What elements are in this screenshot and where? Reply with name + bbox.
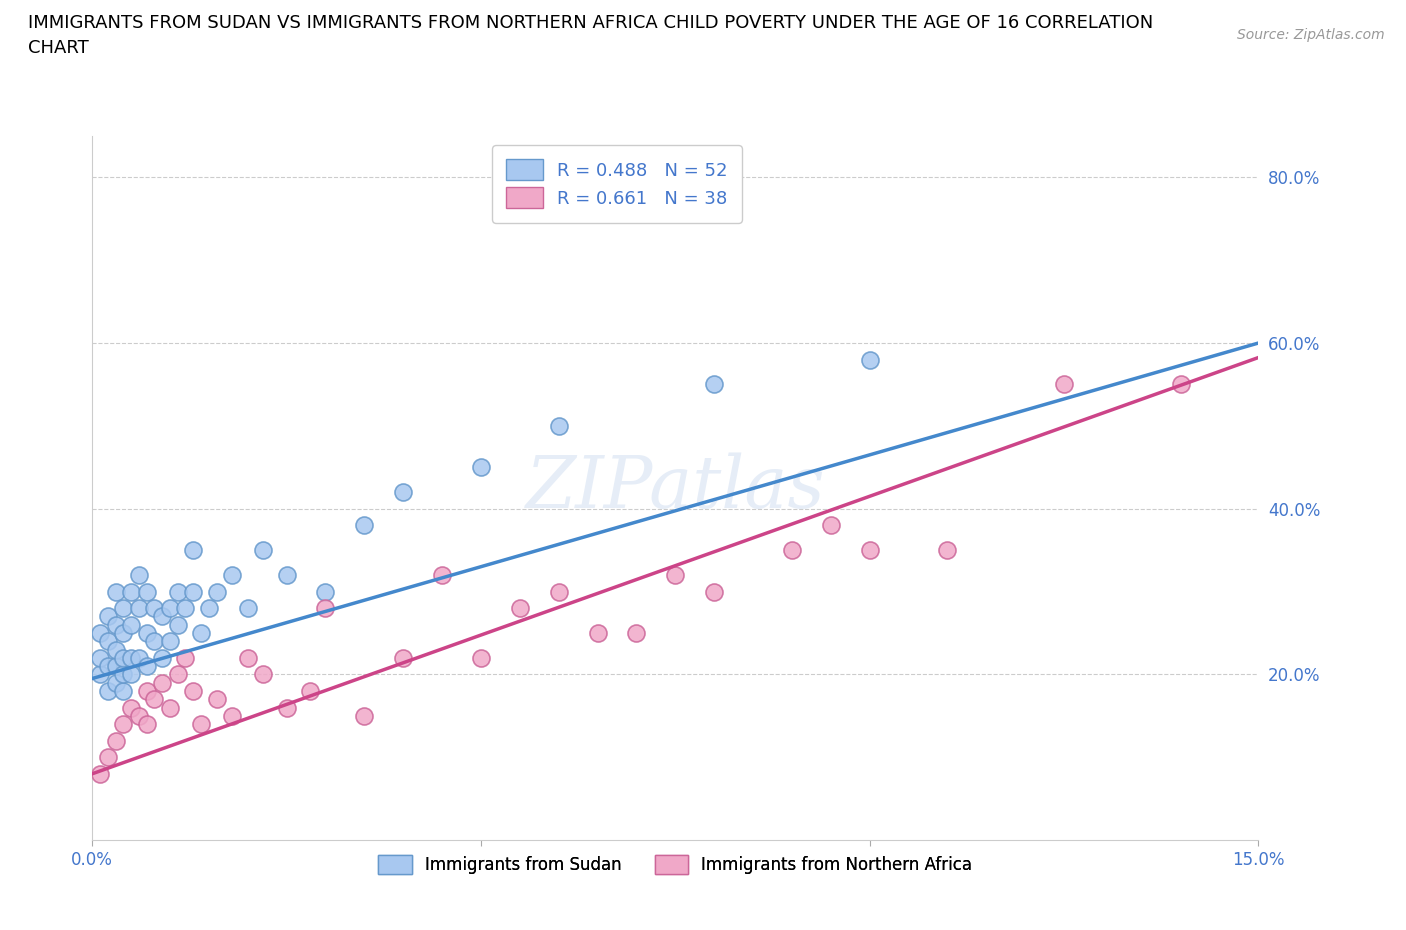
Point xyxy=(276,700,298,715)
Text: Source: ZipAtlas.com: Source: ZipAtlas.com xyxy=(1237,28,1385,42)
Point xyxy=(221,709,243,724)
Point xyxy=(314,601,336,616)
Point xyxy=(252,667,274,682)
Point xyxy=(97,658,120,673)
Point xyxy=(135,658,157,673)
Point xyxy=(135,684,157,698)
Point xyxy=(392,485,415,499)
Point xyxy=(221,567,243,582)
Point xyxy=(112,667,135,682)
Point xyxy=(205,692,228,707)
Point xyxy=(128,650,150,665)
Point xyxy=(112,601,135,616)
Point xyxy=(150,675,173,690)
Point xyxy=(509,601,531,616)
Point xyxy=(703,377,725,392)
Point xyxy=(252,543,274,558)
Point xyxy=(159,634,181,649)
Point xyxy=(470,459,492,474)
Point xyxy=(1053,377,1076,392)
Point xyxy=(205,584,228,599)
Point xyxy=(198,601,221,616)
Point xyxy=(314,584,336,599)
Point xyxy=(392,650,415,665)
Point xyxy=(181,584,204,599)
Point xyxy=(97,634,120,649)
Point xyxy=(159,601,181,616)
Point xyxy=(859,543,882,558)
Point xyxy=(104,618,127,632)
Point xyxy=(547,584,569,599)
Point xyxy=(97,609,120,624)
Point xyxy=(236,650,259,665)
Point xyxy=(112,684,135,698)
Point xyxy=(120,650,142,665)
Point xyxy=(112,650,135,665)
Point xyxy=(820,518,842,533)
Point xyxy=(97,684,120,698)
Point xyxy=(150,609,173,624)
Point xyxy=(89,766,111,781)
Point xyxy=(112,717,135,732)
Point xyxy=(135,626,157,641)
Point xyxy=(104,658,127,673)
Point xyxy=(112,626,135,641)
Point xyxy=(120,584,142,599)
Point xyxy=(128,601,150,616)
Point xyxy=(104,642,127,657)
Point xyxy=(547,418,569,433)
Point xyxy=(181,684,204,698)
Point xyxy=(104,675,127,690)
Point xyxy=(166,667,188,682)
Point xyxy=(159,700,181,715)
Point xyxy=(353,709,375,724)
Point xyxy=(120,618,142,632)
Point xyxy=(174,601,197,616)
Point xyxy=(135,584,157,599)
Point xyxy=(128,567,150,582)
Point xyxy=(470,650,492,665)
Point xyxy=(104,733,127,748)
Point xyxy=(780,543,803,558)
Point xyxy=(1170,377,1192,392)
Point xyxy=(89,650,111,665)
Point xyxy=(190,626,212,641)
Point xyxy=(353,518,375,533)
Point xyxy=(276,567,298,582)
Point xyxy=(166,584,188,599)
Point xyxy=(936,543,959,558)
Point xyxy=(664,567,686,582)
Point xyxy=(430,567,453,582)
Point xyxy=(181,543,204,558)
Point xyxy=(703,584,725,599)
Point xyxy=(166,618,188,632)
Point xyxy=(89,667,111,682)
Point xyxy=(143,634,166,649)
Point xyxy=(298,684,321,698)
Point xyxy=(859,352,882,367)
Point xyxy=(586,626,609,641)
Point xyxy=(236,601,259,616)
Point xyxy=(135,717,157,732)
Point xyxy=(626,626,648,641)
Point xyxy=(120,700,142,715)
Point xyxy=(143,692,166,707)
Point xyxy=(143,601,166,616)
Point xyxy=(104,584,127,599)
Point xyxy=(174,650,197,665)
Point xyxy=(150,650,173,665)
Text: ZIPatlas: ZIPatlas xyxy=(526,453,825,524)
Point xyxy=(120,667,142,682)
Point xyxy=(89,626,111,641)
Point xyxy=(190,717,212,732)
Point xyxy=(97,750,120,764)
Point xyxy=(128,709,150,724)
Legend: Immigrants from Sudan, Immigrants from Northern Africa: Immigrants from Sudan, Immigrants from N… xyxy=(371,848,979,881)
Text: IMMIGRANTS FROM SUDAN VS IMMIGRANTS FROM NORTHERN AFRICA CHILD POVERTY UNDER THE: IMMIGRANTS FROM SUDAN VS IMMIGRANTS FROM… xyxy=(28,14,1153,57)
